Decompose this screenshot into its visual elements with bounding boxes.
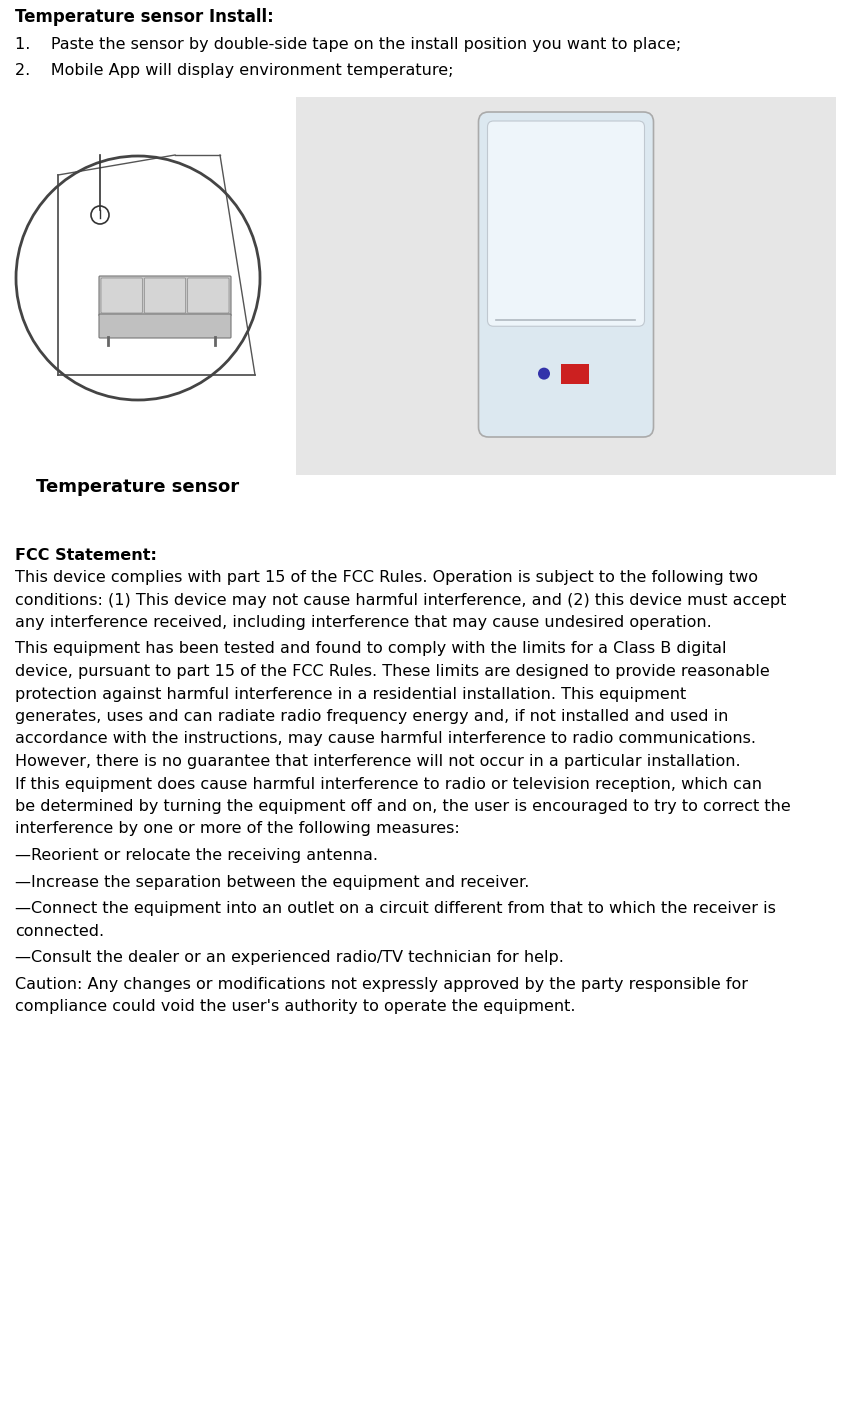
Text: FCC Statement:: FCC Statement: bbox=[15, 548, 157, 563]
Text: This device complies with part 15 of the FCC Rules. Operation is subject to the : This device complies with part 15 of the… bbox=[15, 570, 757, 585]
FancyBboxPatch shape bbox=[101, 278, 142, 313]
Bar bbox=[296, 97, 835, 475]
Text: device, pursuant to part 15 of the FCC Rules. These limits are designed to provi: device, pursuant to part 15 of the FCC R… bbox=[15, 664, 769, 680]
Text: protection against harmful interference in a residential installation. This equi: protection against harmful interference … bbox=[15, 687, 686, 702]
Text: —Consult the dealer or an experienced radio/TV technician for help.: —Consult the dealer or an experienced ra… bbox=[15, 950, 563, 964]
Text: connected.: connected. bbox=[15, 924, 104, 939]
Text: accordance with the instructions, may cause harmful interference to radio commun: accordance with the instructions, may ca… bbox=[15, 732, 755, 746]
Text: Temperature sensor Install:: Temperature sensor Install: bbox=[15, 8, 274, 25]
Text: any interference received, including interference that may cause undesired opera: any interference received, including int… bbox=[15, 615, 711, 630]
Text: Temperature sensor: Temperature sensor bbox=[37, 478, 240, 496]
Text: —Connect the equipment into an outlet on a circuit different from that to which : —Connect the equipment into an outlet on… bbox=[15, 901, 775, 916]
Text: 2.    Mobile App will display environment temperature;: 2. Mobile App will display environment t… bbox=[15, 63, 453, 78]
Text: 1.    Paste the sensor by double-side tape on the install position you want to p: 1. Paste the sensor by double-side tape … bbox=[15, 37, 681, 52]
Text: compliance could void the user's authority to operate the equipment.: compliance could void the user's authori… bbox=[15, 1000, 575, 1014]
FancyBboxPatch shape bbox=[99, 314, 230, 338]
Text: be determined by turning the equipment off and on, the user is encouraged to try: be determined by turning the equipment o… bbox=[15, 799, 790, 814]
Text: Caution: Any changes or modifications not expressly approved by the party respon: Caution: Any changes or modifications no… bbox=[15, 977, 747, 991]
Text: —Increase the separation between the equipment and receiver.: —Increase the separation between the equ… bbox=[15, 874, 529, 890]
Text: If this equipment does cause harmful interference to radio or television recepti: If this equipment does cause harmful int… bbox=[15, 777, 761, 791]
Circle shape bbox=[537, 368, 549, 379]
FancyBboxPatch shape bbox=[188, 278, 229, 313]
Text: generates, uses and can radiate radio frequency energy and, if not installed and: generates, uses and can radiate radio fr… bbox=[15, 709, 728, 723]
Text: However, there is no guarantee that interference will not occur in a particular : However, there is no guarantee that inte… bbox=[15, 754, 740, 768]
Bar bbox=[560, 364, 589, 384]
FancyBboxPatch shape bbox=[99, 276, 230, 316]
FancyBboxPatch shape bbox=[487, 121, 644, 326]
Text: —Reorient or relocate the receiving antenna.: —Reorient or relocate the receiving ante… bbox=[15, 847, 378, 863]
FancyBboxPatch shape bbox=[144, 278, 185, 313]
Text: interference by one or more of the following measures:: interference by one or more of the follo… bbox=[15, 822, 459, 836]
FancyBboxPatch shape bbox=[478, 111, 653, 437]
Text: This equipment has been tested and found to comply with the limits for a Class B: This equipment has been tested and found… bbox=[15, 642, 726, 657]
Text: conditions: (1) This device may not cause harmful interference, and (2) this dev: conditions: (1) This device may not caus… bbox=[15, 592, 786, 608]
